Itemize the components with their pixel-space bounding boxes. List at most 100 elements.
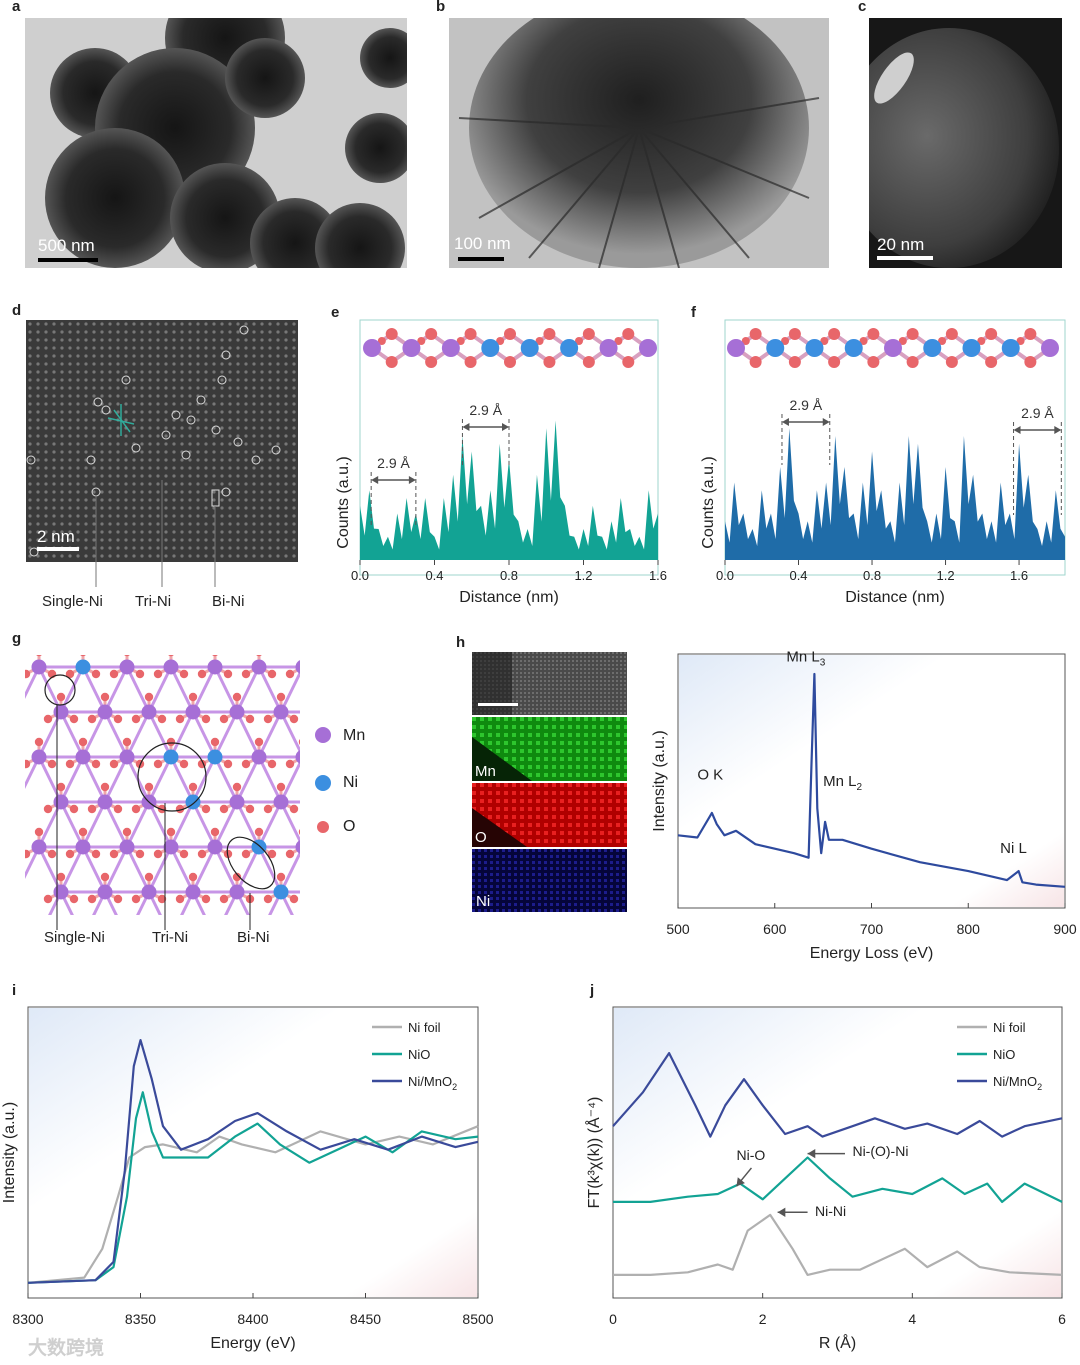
eels-map-mn [472,717,627,781]
mn-atom [207,659,223,675]
chart-i-xlabel: Energy (eV) [210,1335,295,1352]
tick-label-i: 8400 [237,1311,268,1327]
mn-atom [75,749,91,765]
o-atom [276,872,286,882]
arrow-head [371,476,379,484]
o-atom [263,804,273,814]
panel-label-i: i [12,982,17,999]
o-atom [91,669,101,679]
o-atom [267,759,277,769]
chart-e: 0.0 0.4 0.8 1.2 1.6 Distance (nm) Counts (a.u.… [335,319,667,606]
panel-label-c: c [858,0,867,15]
o-atom [622,328,635,340]
chart-e-xlabel: Distance (nm) [459,589,559,606]
o-atom [43,804,53,814]
chart-h: 500 600 700 800 900 Energy Loss (eV) Intensity… [651,650,1077,962]
annot-nil: Ni L [1000,840,1027,857]
o-atom [285,849,295,859]
o-atom [100,692,110,702]
mn-atom [273,794,289,810]
g-legend-markers [315,727,331,833]
eels-map-o [472,783,627,847]
o-atom [175,894,185,904]
chart-f: 0.0 0.4 0.8 1.2 1.6 Distance (nm) Counts (a.u.… [700,319,1066,606]
ni-atom [520,339,539,357]
panel-label-j: j [590,982,595,999]
annot-ni-ni-label: Ni-Ni [815,1203,846,1219]
o-atom [157,894,167,904]
o-atom [898,337,907,345]
o-atom [276,782,286,792]
scale-bar-d [37,547,79,551]
ni-atom [163,749,179,765]
mn-atom [441,339,460,357]
o-atom [166,737,176,747]
ni-atom [962,339,981,357]
o-atom [157,714,167,724]
mn-atom [363,339,381,357]
o-atom [241,759,251,769]
tick-label-f: 1.6 [1010,568,1028,583]
panel-label-h: h [456,634,466,651]
mn-atom [229,794,245,810]
o-atom [1024,328,1037,340]
dim-label: 2.9 Å [1021,405,1054,421]
o-atom [820,337,829,345]
o-atom [938,337,947,345]
mn-atom [599,339,618,357]
o-atom [385,328,398,340]
o-atom [78,737,88,747]
g-label-tri-ni: Tri-Ni [152,929,189,946]
annot-ni-o-ni-label: Ni-(O)-Ni [852,1143,908,1159]
mn-atom [727,339,745,357]
arrow-head [502,423,509,431]
tick-label-e: 0.8 [500,568,518,583]
o-atom [153,849,163,859]
o-atom [212,655,218,657]
arrow-head [462,423,470,431]
o-atom [109,849,119,859]
o-atom [56,692,66,702]
o-atom [210,827,220,837]
chart-h-xlabel: Energy Loss (eV) [810,945,934,962]
mn-atom [402,339,421,357]
scale-bar-c [877,256,933,260]
legend-label-j: Ni foil [993,1020,1026,1035]
mn-atom [229,884,245,900]
o-atom [69,894,79,904]
ni-atom [1001,339,1020,357]
chart-i-series-Ni foil [27,1125,479,1284]
mn-atom [251,659,267,675]
ni-atom [923,339,942,357]
panel-label-e: e [331,304,340,321]
mn-atom [97,884,113,900]
chart-j: 0 2 4 6 R (Å) FT(k³χ(k)) (Å⁻⁴) Ni foil NiO Ni/Mn… [584,1006,1066,1352]
g-legend-ni: Ni [343,774,359,791]
mn-atom [97,794,113,810]
o-atom [289,804,299,814]
chart-i-background [29,1008,477,1297]
o-atom [859,337,868,345]
o-atom [464,356,477,368]
o-atom [87,714,97,724]
o-atom [223,669,233,679]
o-atom [254,827,264,837]
map-label-mn: Mn [475,763,496,780]
mn-atom [185,884,201,900]
bi-ni-ellipse [226,836,276,890]
scale-label-b: 100 nm [454,234,511,253]
o-atom [781,337,790,345]
scale-bar-b [458,257,504,261]
o-atom [122,737,132,747]
d-pointer-lines [95,480,216,587]
chart-i-series-Ni/MnO2 [27,1039,479,1284]
chart-e-atom-chain [363,328,657,368]
tick-label-e: 0.0 [351,568,369,583]
panel-label-b: b [436,0,446,15]
tick-label-h: 800 [957,921,981,937]
dim-label: 2.9 Å [790,397,823,413]
o-atom [267,669,277,679]
mn-atom-icon [315,727,331,743]
o-atom [109,669,119,679]
tick-label-i: 8300 [12,1311,43,1327]
